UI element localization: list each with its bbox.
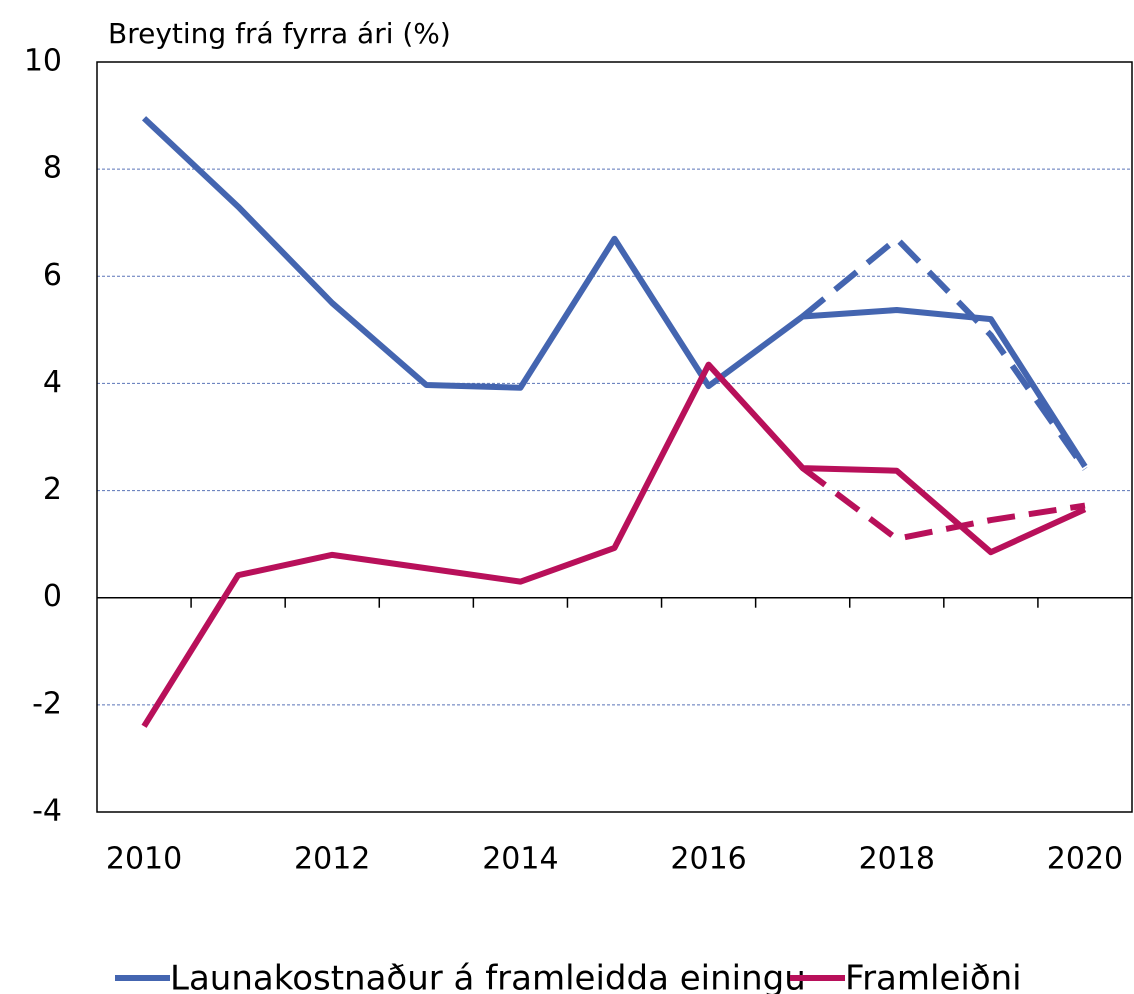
x-tick-label: 2016: [670, 842, 746, 877]
line: [141, 361, 1087, 728]
chart-title: Breyting frá fyrra ári (%): [108, 17, 451, 50]
y-tick-label: 6: [43, 258, 62, 293]
y-tick-label: 10: [24, 44, 62, 79]
x-tick-label: 2014: [482, 842, 558, 877]
x-tick-label: 2018: [859, 842, 935, 877]
plot-frame: [96, 61, 1133, 813]
y-tick-label: 2: [43, 472, 62, 507]
y-tick-label: 0: [43, 579, 62, 614]
x-tick-label: 2012: [294, 842, 370, 877]
line: [141, 116, 1088, 469]
y-tick-label: -4: [32, 794, 62, 829]
y-tick-label: 8: [43, 151, 62, 186]
y-tick-label: -2: [32, 686, 62, 721]
dashed-line: [800, 235, 1088, 471]
x-tick-label: 2010: [106, 842, 182, 877]
dashed-line: [800, 465, 1086, 542]
x-tick-label: 2020: [1047, 842, 1123, 877]
y-tick-label: 4: [43, 365, 62, 400]
legend-label: Framleiðni: [845, 959, 1022, 994]
legend-label: Launakostnaður á framleidda einingu: [170, 959, 806, 994]
